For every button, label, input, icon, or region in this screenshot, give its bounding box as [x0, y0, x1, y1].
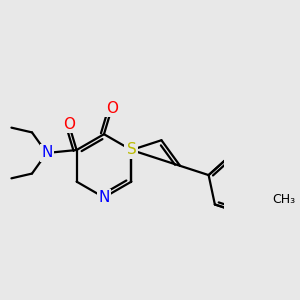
- Text: N: N: [41, 146, 52, 160]
- Text: CH₃: CH₃: [272, 193, 296, 206]
- Text: N: N: [98, 190, 110, 205]
- Text: N: N: [126, 142, 137, 158]
- Text: S: S: [127, 142, 136, 158]
- Text: O: O: [106, 101, 118, 116]
- Text: O: O: [63, 117, 75, 132]
